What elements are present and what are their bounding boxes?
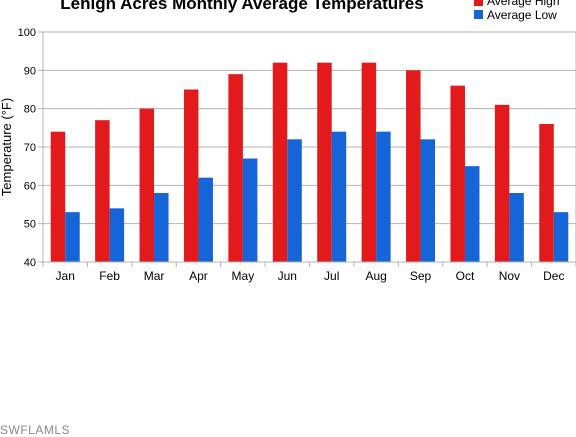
bar-average-low-oct [464, 166, 480, 262]
legend-label-average-low: Average Low [487, 8, 557, 22]
legend-swatch-average-high [474, 0, 483, 6]
bar-average-low-sep [420, 139, 436, 262]
y-tick-label-50: 50 [24, 219, 36, 231]
y-tick-label-90: 90 [24, 65, 36, 77]
bar-average-high-feb [95, 120, 110, 263]
gridlines [43, 69, 576, 225]
x-tick-label-nov: Nov [499, 269, 520, 283]
bar-average-high-jun [272, 62, 288, 262]
y-axis-title: Temperature (°F) [0, 98, 14, 196]
x-tick-label-jul: Jul [324, 269, 339, 283]
x-tick-label-jan: Jan [56, 269, 75, 283]
y-tick-label-60: 60 [24, 180, 36, 192]
y-tick-label-100: 100 [18, 27, 36, 39]
bar-average-high-aug [361, 62, 377, 262]
bar-average-low-jan [65, 212, 80, 262]
bar-average-high-sep [406, 70, 421, 262]
bar-average-high-jan [50, 131, 66, 262]
x-tick-label-apr: Apr [189, 269, 208, 283]
watermark: SWFLAMLS [0, 423, 71, 437]
x-tick-label-may: May [232, 269, 255, 283]
bar-average-high-oct [450, 85, 465, 263]
bar-average-low-mar [154, 193, 169, 262]
legend-label-average-high: Average High [487, 0, 560, 8]
bar-average-low-apr [198, 177, 213, 262]
bar-average-high-mar [139, 108, 155, 263]
bar-average-low-jun [287, 139, 302, 262]
bar-average-high-apr [183, 89, 199, 262]
bar-average-low-feb [109, 208, 125, 262]
bar-average-high-jul [317, 62, 332, 262]
x-tick-label-jun: Jun [278, 269, 297, 283]
bar-average-high-nov [494, 104, 510, 262]
y-axis-ticks: 40 50 60 70 80 90 100 [18, 27, 43, 269]
bars [50, 62, 569, 263]
x-tick-label-mar: Mar [144, 269, 165, 283]
bar-average-low-may [242, 158, 258, 262]
bar-average-low-dec [553, 212, 569, 262]
y-tick-label-70: 70 [24, 142, 36, 154]
bar-average-low-jul [331, 131, 347, 262]
x-tick-label-dec: Dec [543, 269, 564, 283]
x-tick-label-aug: Aug [365, 269, 386, 283]
x-axis-ticks: Jan Feb Mar Apr May Jun Jul Aug Sep Oct Nov Dec [42, 262, 576, 283]
x-tick-label-oct: Oct [456, 269, 475, 283]
bar-average-high-dec [539, 124, 554, 262]
bar-average-low-nov [509, 193, 524, 262]
chart-legend: Average High Average Low [474, 0, 560, 22]
x-tick-label-sep: Sep [410, 269, 432, 283]
y-tick-label-80: 80 [24, 104, 36, 116]
bar-average-high-may [228, 74, 243, 263]
x-tick-label-feb: Feb [99, 269, 120, 283]
bar-average-low-aug [376, 131, 391, 262]
legend-swatch-average-low [474, 10, 483, 19]
y-tick-label-40: 40 [24, 257, 36, 269]
chart-title: Lehigh Acres Monthly Average Temperature… [60, 0, 423, 13]
